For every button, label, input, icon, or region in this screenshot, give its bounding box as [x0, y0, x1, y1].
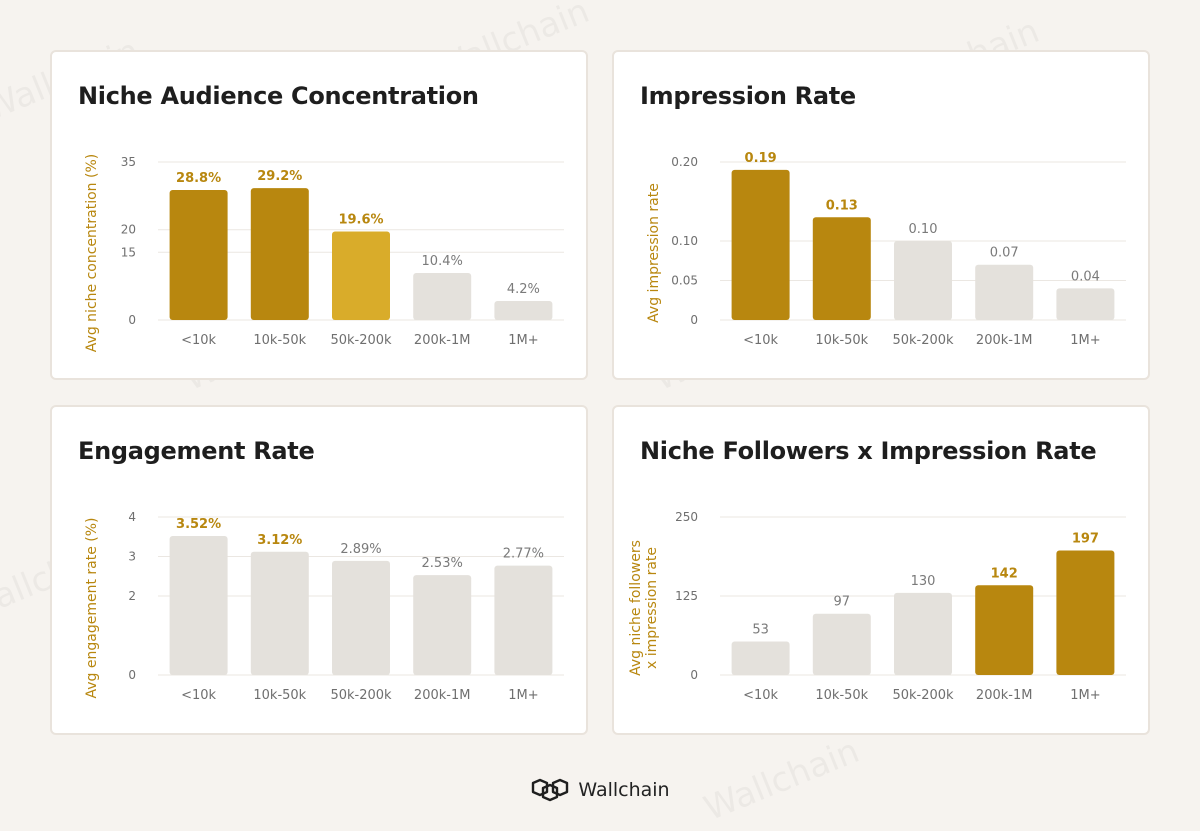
y-tick-label: 20: [121, 223, 136, 237]
x-tick-label: 200k-1M: [414, 333, 471, 348]
y-tick-label: 0: [128, 313, 136, 327]
bar-value-label: 130: [911, 574, 936, 589]
y-tick-label: 15: [121, 245, 136, 259]
x-tick-label: 10k-50k: [253, 688, 306, 703]
x-tick-label: 50k-200k: [892, 688, 954, 703]
bar: [169, 189, 228, 320]
x-tick-label: <10k: [181, 688, 216, 703]
bar-value-label: 4.2%: [507, 282, 540, 297]
bar-value-label: 28.8%: [176, 171, 221, 186]
x-tick-label: 10k-50k: [253, 333, 306, 348]
bar: [413, 273, 472, 320]
x-tick-label: 200k-1M: [414, 688, 471, 703]
y-tick-label: 0: [690, 313, 698, 327]
x-tick-label: 1M+: [508, 688, 538, 703]
bar: [332, 231, 390, 320]
bar: [332, 560, 390, 675]
bar-value-label: 2.89%: [340, 542, 381, 557]
chart-title: Engagement Rate: [78, 437, 315, 465]
x-tick-label: 50k-200k: [330, 688, 392, 703]
y-tick-label: 4: [128, 510, 136, 524]
bar-value-label: 3.52%: [176, 517, 221, 532]
y-tick-label: 0: [128, 668, 136, 682]
x-tick-label: 50k-200k: [892, 333, 954, 348]
bar-value-label: 2.77%: [503, 547, 544, 562]
bar: [894, 241, 952, 320]
y-tick-label: 35: [121, 155, 136, 169]
bar: [1056, 288, 1115, 320]
chart-card-engagement-rate: Engagement Rate 0 2 3 4 Avg engagement rate …: [50, 405, 588, 735]
bar: [894, 592, 952, 675]
chart-card-niche-x-impression: Niche Followers x Impression Rate 0 125 25…: [612, 405, 1150, 735]
y-tick-label: 0.20: [671, 155, 698, 169]
chart-title: Impression Rate: [640, 82, 856, 110]
x-tick-label: 1M+: [1070, 333, 1100, 348]
y-tick-label: 3: [128, 550, 136, 564]
chart-title: Niche Followers x Impression Rate: [640, 437, 1097, 465]
x-tick-label: 50k-200k: [330, 333, 392, 348]
x-tick-label: 1M+: [1070, 688, 1100, 703]
y-axis-label: Avg niche followers: [628, 540, 644, 676]
bar: [731, 169, 790, 320]
y-tick-label: 0.05: [671, 274, 698, 288]
bar-value-label: 142: [991, 566, 1018, 581]
x-tick-label: <10k: [743, 688, 778, 703]
bar-value-label: 3.12%: [257, 533, 302, 548]
y-axis-label: Avg niche concentration (%): [84, 154, 100, 352]
bar-value-label: 0.07: [990, 246, 1019, 261]
bar-value-label: 197: [1072, 531, 1099, 546]
chart-title: Niche Audience Concentration: [78, 82, 479, 110]
bar-value-label: 2.53%: [422, 556, 463, 571]
chart-svg: 0 15 20 35 Avg niche concentration (%) 28.8% <…: [84, 154, 564, 352]
y-tick-label: 0.10: [671, 234, 698, 248]
bar: [250, 188, 309, 320]
bar: [812, 613, 871, 675]
bar-value-label: 10.4%: [422, 254, 463, 269]
x-tick-label: 1M+: [508, 333, 538, 348]
bar: [1056, 550, 1115, 675]
bar: [250, 551, 309, 675]
bar-value-label: 0.10: [909, 222, 938, 237]
x-tick-label: <10k: [181, 333, 216, 348]
y-axis-label: Avg impression rate: [646, 183, 662, 323]
chart-svg: 0 0.05 0.10 0.20 Avg impression rate 0.19 <10k…: [646, 151, 1126, 348]
bar: [731, 641, 790, 675]
y-axis-label: x impression rate: [644, 547, 660, 669]
chart-card-niche-concentration: Niche Audience Concentration 0 15 20 35 Avg …: [50, 50, 588, 380]
y-axis-label: Avg engagement rate (%): [84, 517, 100, 698]
chart-card-impression-rate: Impression Rate 0 0.05 0.10 0.20 Avg impress…: [612, 50, 1150, 380]
y-tick-label: 0: [690, 668, 698, 682]
bar-value-label: 97: [834, 595, 851, 610]
bar-value-label: 0.13: [826, 198, 858, 213]
y-tick-label: 250: [675, 510, 698, 524]
brand-name: Wallchain: [578, 779, 670, 801]
bar-value-label: 0.19: [745, 151, 777, 166]
bar: [812, 217, 871, 320]
bar: [413, 575, 472, 675]
footer-brand: Wallchain: [0, 772, 1200, 808]
x-tick-label: 200k-1M: [976, 688, 1033, 703]
x-tick-label: 10k-50k: [815, 333, 868, 348]
x-tick-label: 10k-50k: [815, 688, 868, 703]
y-tick-label: 125: [675, 589, 698, 603]
bar: [494, 565, 553, 675]
x-tick-label: <10k: [743, 333, 778, 348]
y-tick-label: 2: [128, 589, 136, 603]
bar: [169, 535, 228, 675]
bar: [494, 301, 553, 320]
chart-svg: 0 125 250 Avg niche followers x impression r…: [628, 510, 1126, 703]
chart-svg: 0 2 3 4 Avg engagement rate (%) 3.52% <10k 3.12…: [84, 510, 564, 703]
bar-value-label: 29.2%: [257, 169, 302, 184]
x-tick-label: 200k-1M: [976, 333, 1033, 348]
bar-value-label: 0.04: [1071, 269, 1100, 284]
bar: [975, 585, 1034, 675]
bar-value-label: 19.6%: [338, 213, 383, 228]
bar: [975, 264, 1034, 320]
bar-value-label: 53: [752, 623, 769, 638]
wallchain-logo-icon: [532, 778, 569, 802]
